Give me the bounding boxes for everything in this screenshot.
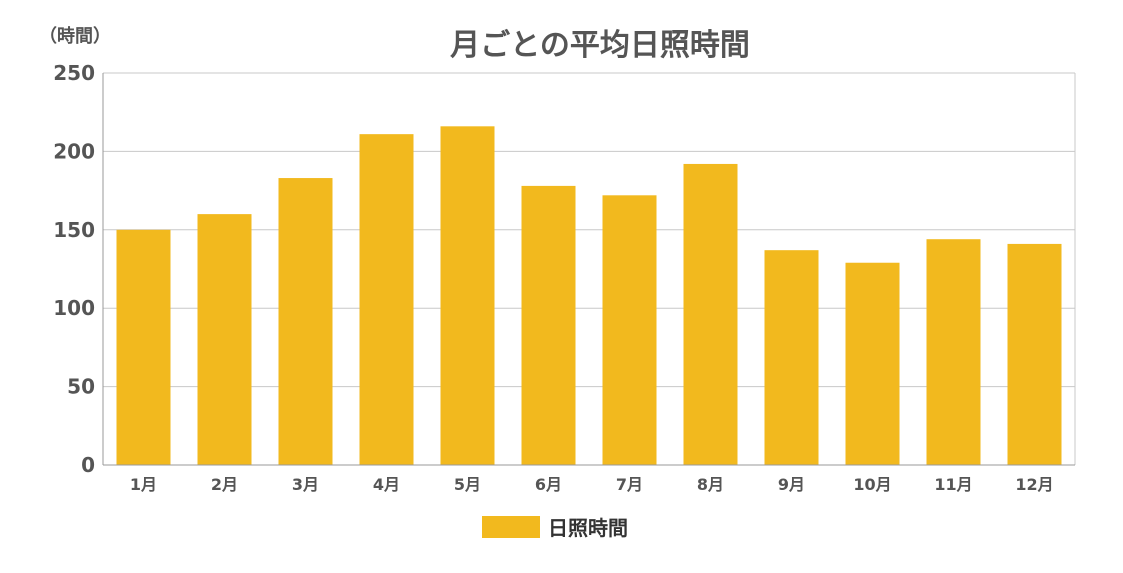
bar xyxy=(197,214,252,465)
y-tick-label: 150 xyxy=(53,218,95,242)
x-tick-label: 9月 xyxy=(778,475,805,494)
legend-swatch xyxy=(482,516,540,538)
y-tick-label: 200 xyxy=(53,139,95,163)
gridlines xyxy=(103,72,1075,388)
x-tick-label: 3月 xyxy=(292,475,319,494)
bar xyxy=(926,239,981,465)
bar xyxy=(602,195,657,465)
bar xyxy=(116,229,171,465)
bar xyxy=(845,262,900,465)
x-tick-label: 2月 xyxy=(211,475,238,494)
bar xyxy=(521,185,576,465)
bar xyxy=(1007,243,1062,465)
y-tick-labels: 0 50 100 150 200 250 xyxy=(53,61,95,477)
chart-title: 月ごとの平均日照時間 xyxy=(450,28,750,63)
x-tick-label: 5月 xyxy=(454,475,481,494)
bar xyxy=(359,134,414,466)
x-tick-label: 4月 xyxy=(373,475,400,494)
y-tick-label: 50 xyxy=(67,375,95,399)
x-tick-label: 11月 xyxy=(934,475,972,494)
bar xyxy=(440,126,495,465)
legend-label: 日照時間 xyxy=(548,516,628,540)
x-tick-label: 12月 xyxy=(1015,475,1053,494)
x-tick-label: 10月 xyxy=(853,475,891,494)
bars xyxy=(116,126,1062,466)
y-axis-unit-label: （時間） xyxy=(39,26,111,47)
axes xyxy=(102,73,1076,466)
x-tick-label: 6月 xyxy=(535,475,562,494)
bar xyxy=(278,178,333,465)
bar xyxy=(683,163,738,465)
legend: 日照時間 xyxy=(482,516,628,540)
x-tick-labels: 1月 2月 3月 4月 5月 6月 7月 8月 9月 10月 11月 12月 xyxy=(130,475,1054,494)
x-tick-label: 7月 xyxy=(616,475,643,494)
y-tick-label: 250 xyxy=(53,61,95,85)
bar xyxy=(764,250,819,465)
x-tick-label: 1月 xyxy=(130,475,157,494)
x-tick-label: 8月 xyxy=(697,475,724,494)
y-tick-label: 0 xyxy=(81,453,95,477)
y-tick-label: 100 xyxy=(53,296,95,320)
